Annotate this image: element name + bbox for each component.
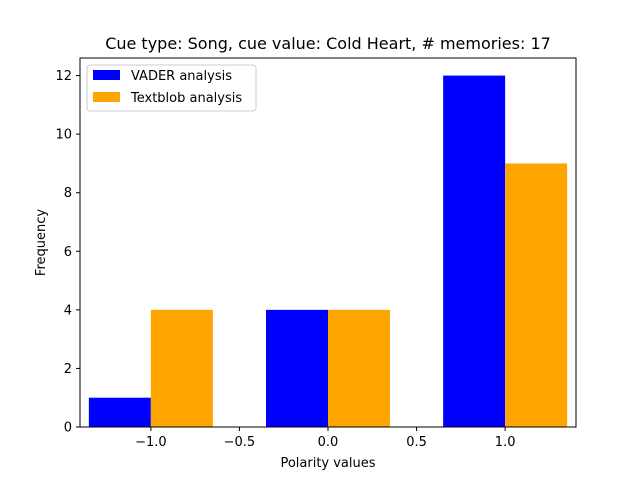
y-tick-label: 8 [64, 186, 72, 201]
plot-area: −1.0 −0.5 0.0 0.5 1.0 0 2 4 6 8 10 12 [55, 57, 577, 450]
bar-series-0-cat-0 [88, 397, 151, 427]
x-tick-label: 0.5 [406, 435, 427, 450]
y-tick-label: 6 [64, 245, 72, 260]
legend-label-1: Textblob analysis [130, 91, 242, 106]
bars-group [88, 75, 568, 428]
x-tick-label: 0.0 [318, 435, 339, 450]
y-axis-title: Frequency [34, 209, 49, 276]
x-axis-title: Polarity values [280, 456, 375, 471]
y-tick-label: 2 [64, 362, 72, 377]
legend-swatch-0 [93, 70, 120, 80]
x-tick-label: −0.5 [224, 435, 256, 450]
y-tick-label: 0 [64, 421, 72, 436]
legend-label-0: VADER analysis [131, 69, 232, 84]
x-tick-label: 1.0 [495, 435, 516, 450]
bar-series-0-cat-1 [266, 309, 328, 427]
bar-series-1-cat-0 [150, 309, 213, 427]
x-tick-label: −1.0 [135, 435, 167, 450]
y-tick-label: 12 [55, 69, 72, 84]
axes-group: −1.0 −0.5 0.0 0.5 1.0 0 2 4 6 8 10 12 [55, 57, 577, 450]
legend: VADER analysis Textblob analysis [86, 64, 257, 112]
legend-swatch-1 [93, 92, 120, 102]
y-tick-label: 10 [55, 128, 72, 143]
chart-title: Cue type: Song, cue value: Cold Heart, #… [105, 34, 551, 53]
bar-series-0-cat-2 [443, 75, 506, 428]
bar-series-1-cat-1 [328, 309, 390, 427]
legend-box [86, 64, 257, 112]
bar-series-1-cat-2 [505, 163, 568, 427]
y-tick-label: 4 [64, 303, 72, 318]
